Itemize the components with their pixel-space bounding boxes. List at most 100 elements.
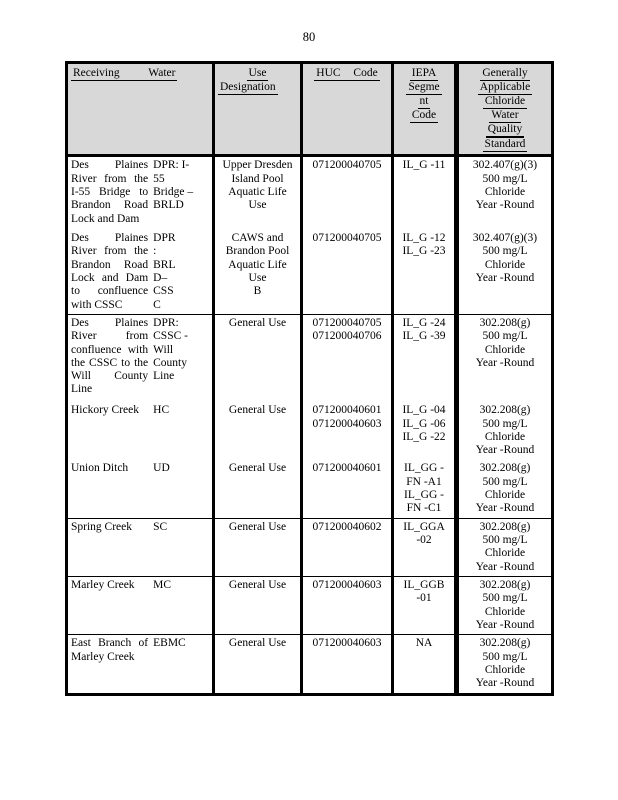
cell-receiving-water: Des Plaines River from the I-55 Bridge t… (67, 156, 214, 230)
receiving-water-split: Hickory Creek HC (71, 404, 209, 417)
table-header: Receiving Water Use Designation HUC Code… (66, 62, 553, 158)
header-chloride-standard: Generally Applicable Chloride Water Qual… (454, 62, 553, 158)
water-quality-table: Receiving Water Use Designation HUC Code… (65, 61, 554, 696)
table-row: Des Plaines River from confluence with t… (66, 313, 553, 403)
river-abbreviation: MC (153, 578, 172, 591)
header-standard-line: Standard (482, 138, 528, 153)
cell-receiving-water: East Branch of Marley Creek EBMC (66, 634, 214, 695)
river-name: Spring Creek (71, 520, 133, 533)
cell-huc-code: 071200040603 (300, 634, 393, 695)
cell-iepa-segment-code: IL_G -12 IL_G -23 (391, 229, 457, 315)
cell-use-designation: Upper Dresden Island Pool Aquatic Life U… (212, 155, 302, 230)
header-huc-code: HUC Code (300, 62, 393, 158)
cell-iepa-segment-code: NA (391, 634, 457, 695)
cell-iepa-segment-code: IL_GG - FN -A1 IL_GG - FN -C1 (391, 460, 457, 519)
receiving-water-split: Marley Creek MC (71, 579, 209, 592)
receiving-water-split: Des Plaines River from the I-55 Bridge t… (71, 159, 209, 226)
cell-use-designation: General Use (212, 634, 302, 695)
header-use-line1: Use (246, 67, 269, 82)
header-standard-line-wrap: Applicable (462, 81, 548, 96)
river-name: East Branch of Marley Creek (71, 637, 149, 663)
header-standard-line-wrap: Chloride (462, 95, 548, 110)
header-use-line2-wrap: Designation (218, 81, 297, 96)
header-receiving-water: Receiving Water (66, 62, 214, 158)
table-body: Des Plaines River from the I-55 Bridge t… (66, 155, 553, 695)
cell-receiving-water: Marley Creek MC (66, 575, 214, 635)
cell-iepa-segment-code: IL_G -24 IL_G -39 (391, 313, 457, 403)
header-standard-line-wrap: Quality (462, 123, 548, 139)
header-standard-line-wrap: Standard (462, 138, 548, 153)
header-use-line2: Designation (218, 81, 278, 96)
receiving-water-split: Spring Creek SC (71, 521, 209, 534)
cell-receiving-water: Hickory Creek HC (67, 402, 214, 460)
header-standard-line: Quality (485, 123, 525, 139)
cell-huc-code: 071200040603 (300, 575, 393, 635)
receiving-water-split: Des Plaines River from the Brandon Road … (71, 232, 209, 312)
river-name: Des Plaines River from the I-55 Bridge t… (71, 159, 149, 225)
table-row: East Branch of Marley Creek EBMC General U… (66, 634, 553, 695)
cell-chloride-standard: 302.407(g)(3) 500 mg/L Chloride Year -Ro… (454, 229, 553, 315)
cell-use-designation: General Use (212, 460, 302, 519)
cell-chloride-standard: 302.208(g) 500 mg/L Chloride Year -Round (454, 517, 553, 577)
river-name: Des Plaines River from the Brandon Road … (71, 231, 149, 311)
river-abbreviation: EBMC (153, 637, 186, 650)
cell-iepa-segment-code: IL_G -04 IL_G -06 IL_G -22 (391, 402, 457, 461)
river-abbreviation: DPR : BRL D– CSS C (153, 231, 176, 311)
header-standard-line: Generally (480, 67, 530, 82)
header-standard-line: Applicable (477, 81, 533, 96)
header-iepa-line-wrap: nt (397, 95, 451, 110)
river-abbreviation: SC (153, 520, 168, 533)
cell-receiving-water: Union Ditch UD (67, 460, 214, 518)
receiving-water-split: Union Ditch UD (71, 462, 209, 475)
header-standard-line: Water (489, 109, 521, 124)
river-abbreviation: HC (153, 404, 170, 417)
cell-huc-code: 071200040705 (300, 155, 393, 230)
header-row: Receiving Water Use Designation HUC Code… (66, 62, 553, 158)
river-name: Des Plaines River from confluence with t… (71, 316, 149, 396)
cell-iepa-segment-code: IL_GGA -02 (391, 517, 457, 577)
river-name: Hickory Creek (71, 404, 140, 417)
receiving-water-split: Des Plaines River from confluence with t… (71, 317, 209, 397)
cell-chloride-standard: 302.208(g) 500 mg/L Chloride Year -Round (454, 313, 553, 403)
cell-huc-code: 071200040601 (300, 460, 393, 519)
table-row: Des Plaines River from the I-55 Bridge t… (67, 155, 553, 230)
river-abbreviation: DPR: CSSC - Will County Line (153, 316, 188, 383)
cell-use-designation: General Use (212, 575, 302, 635)
header-iepa-line: IEPA (409, 67, 439, 82)
cell-huc-code: 071200040601 071200040603 (300, 402, 393, 461)
river-name: Marley Creek (71, 578, 135, 591)
cell-chloride-standard: 302.208(g) 500 mg/L Chloride Year -Round (454, 460, 553, 519)
header-iepa-line-wrap: Segme (397, 81, 451, 96)
cell-receiving-water: Des Plaines River from confluence with t… (66, 313, 214, 403)
table-row: Hickory Creek HC General Use 071200040601 0… (67, 402, 553, 461)
river-name: Union Ditch (71, 462, 129, 475)
header-iepa-line: Segme (406, 81, 442, 96)
header-standard-line-wrap: Water (462, 109, 548, 124)
river-abbreviation: DPR: I- 55 Bridge – BRLD (153, 159, 194, 212)
cell-use-designation: General Use (212, 517, 302, 577)
header-standard-line: Chloride (482, 95, 528, 110)
header-iepa-line-wrap: IEPA (397, 67, 451, 82)
cell-use-designation: CAWS and Brandon Pool Aquatic Life Use B (212, 229, 302, 315)
cell-huc-code: 071200040705 (300, 229, 393, 315)
receiving-water-split: East Branch of Marley Creek EBMC (71, 637, 209, 664)
header-receiving-water-label: Receiving Water (71, 67, 178, 82)
cell-receiving-water: Spring Creek SC (66, 517, 214, 577)
table-row: Marley Creek MC General Use 071200040603 IL_… (66, 575, 553, 635)
header-use-designation: Use Designation (212, 62, 302, 158)
cell-chloride-standard: 302.208(g) 500 mg/L Chloride Year -Round (454, 402, 553, 461)
header-iepa-line: Code (409, 109, 439, 124)
page-number: 80 (302, 30, 316, 44)
cell-iepa-segment-code: IL_GGB -01 (391, 575, 457, 635)
cell-huc-code: 071200040602 (300, 517, 393, 577)
table-row: Union Ditch UD General Use 071200040601 IL_G… (67, 460, 553, 519)
header-iepa-line-wrap: Code (397, 109, 451, 124)
header-use-line1-wrap: Use (218, 67, 297, 82)
cell-iepa-segment-code: IL_G -11 (391, 155, 457, 230)
cell-use-designation: General Use (212, 402, 302, 461)
header-iepa-segment-code: IEPA Segme nt Code (391, 62, 457, 158)
river-abbreviation: UD (153, 462, 170, 475)
cell-huc-code: 071200040705 071200040706 (300, 313, 393, 403)
header-iepa-line: nt (417, 95, 431, 110)
